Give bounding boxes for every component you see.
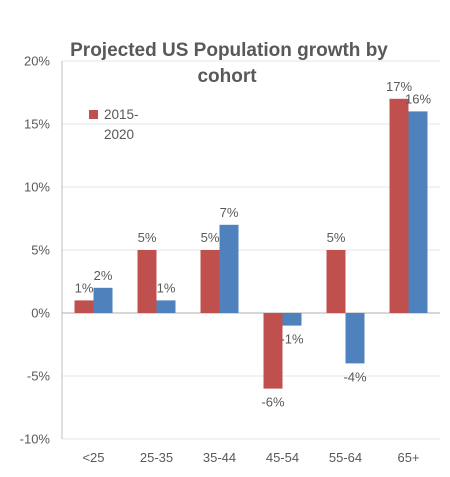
legend-label: 2020: [104, 127, 134, 142]
data-label: 16%: [405, 91, 431, 106]
bar: [74, 300, 94, 313]
legend: 2015- 2020: [89, 107, 139, 142]
y-tick-label: 10%: [24, 180, 50, 195]
y-tick-label: 5%: [31, 243, 50, 258]
bar: [200, 250, 220, 313]
data-label: 5%: [201, 230, 220, 245]
bar: [156, 300, 176, 313]
x-tick-label: 55-64: [329, 450, 362, 465]
x-tick-label: 25-35: [140, 450, 173, 465]
bar: [219, 224, 239, 313]
bar: [282, 313, 302, 326]
y-tick-label: 20%: [24, 54, 50, 69]
y-tick-label: -10%: [20, 432, 51, 447]
chart-title: Projected US Population growth by cohort: [70, 40, 388, 87]
legend-swatch: [89, 110, 98, 119]
bar: [389, 98, 409, 313]
data-label: 5%: [138, 230, 157, 245]
bar: [137, 250, 157, 313]
x-tick-label: 45-54: [266, 450, 299, 465]
data-label: -4%: [343, 369, 367, 384]
legend-label: 2015-: [104, 107, 139, 122]
gridlines: [62, 60, 440, 440]
bar: [345, 313, 365, 364]
data-label: 7%: [220, 205, 239, 220]
data-label: 1%: [75, 280, 94, 295]
bars: [74, 98, 428, 389]
data-label: -6%: [261, 395, 285, 410]
data-labels: 1%5% 5%-6%5%17%2%1%7%-1%-4%16%: [75, 79, 432, 410]
x-tick-label: 35-44: [203, 450, 236, 465]
y-tick-label: 0%: [31, 306, 50, 321]
data-label: 2%: [94, 268, 113, 283]
bar: [408, 111, 428, 314]
data-label: 1%: [157, 280, 176, 295]
y-tick-label: -5%: [27, 369, 51, 384]
axes: 20% 15% 10% 5% 0% -5% -10% <25 25-35 35-44 45-54 55…: [20, 54, 420, 466]
x-tick-label: 65+: [397, 450, 419, 465]
data-label: 17%: [386, 79, 412, 94]
data-label: -1%: [280, 332, 304, 347]
bar: [263, 313, 283, 389]
chart-title-line: cohort: [197, 66, 257, 87]
data-label: 5%: [327, 230, 346, 245]
chart-title-line: Projected US Population growth by: [70, 40, 388, 61]
x-tick-label: <25: [82, 450, 104, 465]
bar: [93, 287, 113, 313]
bar: [326, 250, 346, 313]
y-tick-label: 15%: [24, 117, 50, 132]
